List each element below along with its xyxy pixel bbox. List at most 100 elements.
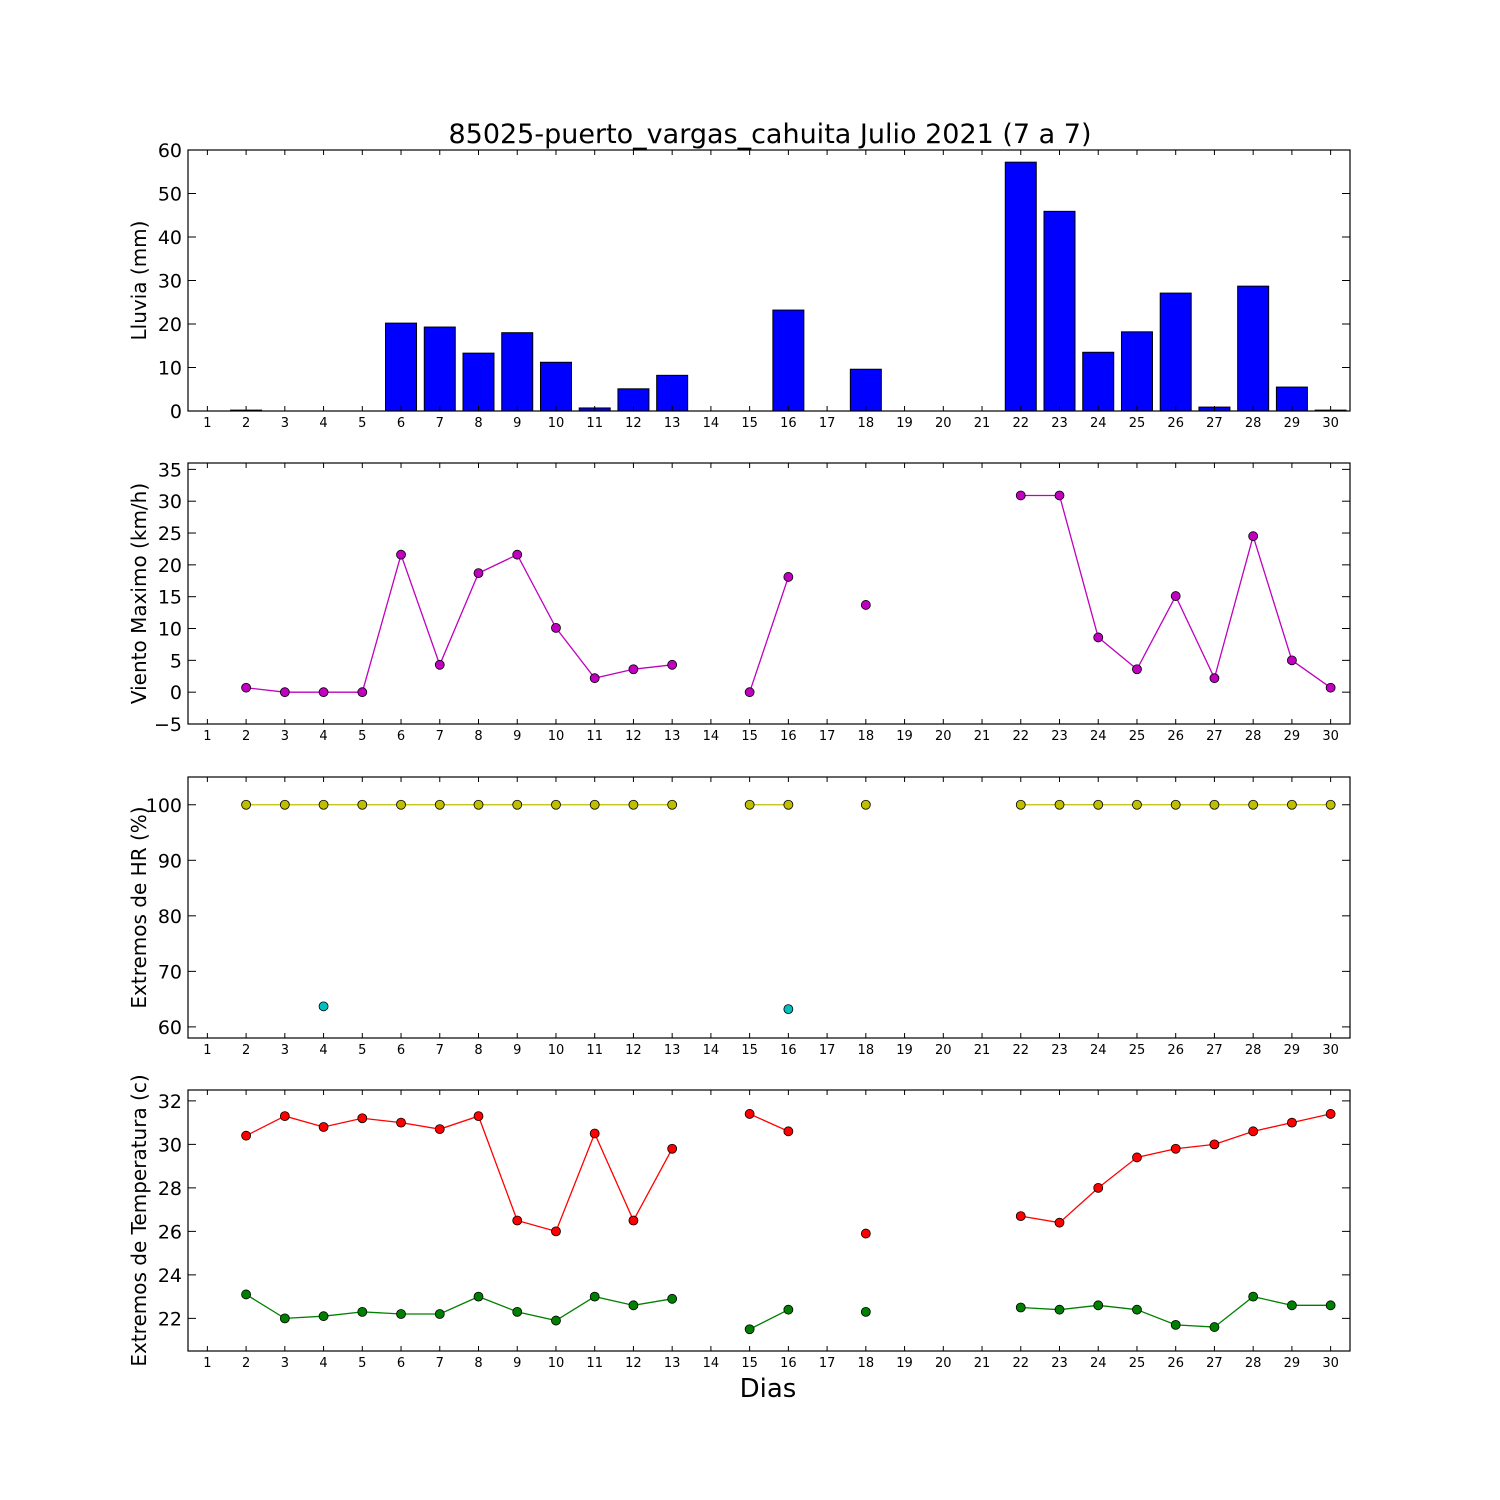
data-point: [1170, 591, 1181, 601]
x-tick-label: 7: [436, 1356, 444, 1371]
data-point: [628, 1215, 639, 1226]
x-tick-label: 25: [1129, 416, 1146, 431]
x-tick-label: 19: [896, 416, 913, 431]
data-point: [1325, 1109, 1336, 1119]
bar: [656, 374, 689, 412]
data-point: [396, 549, 406, 560]
series-line: [749, 576, 789, 693]
x-tick-label: 12: [625, 1043, 642, 1058]
x-tick-label: 12: [625, 416, 642, 431]
data-point: [318, 1001, 329, 1012]
x-tick-label: 17: [819, 729, 836, 744]
data-point: [1248, 799, 1259, 810]
x-tick-label: 15: [741, 729, 758, 744]
chart-title: 85025-puerto_vargas_cahuita Julio 2021 (…: [448, 119, 1091, 150]
x-tick-label: 27: [1206, 729, 1223, 744]
x-tick-label: 17: [819, 416, 836, 431]
x-tick-label: 21: [974, 1356, 991, 1371]
data-point: [241, 1130, 252, 1141]
data-point: [1248, 1291, 1259, 1302]
x-tick-label: 16: [780, 1356, 797, 1371]
x-tick-label: 6: [397, 1356, 405, 1371]
y-tick-label: 26: [158, 1221, 182, 1243]
x-tick-label: 29: [1284, 416, 1301, 431]
axes-frame: [187, 462, 1351, 725]
y-tick-label: 60: [158, 1017, 182, 1039]
x-tick-label: 3: [281, 1043, 289, 1058]
x-tick-label: 8: [474, 416, 482, 431]
panel-3: 1 2 3 4 5 6 7 8 9 10 11 12 13 14 15 16 17 18 19 20 21 22 23 24 2…: [127, 776, 1351, 1058]
data-point: [628, 799, 639, 810]
y-tick-label: 40: [158, 227, 182, 249]
x-tick-label: 2: [242, 416, 250, 431]
x-tick-label: 28: [1245, 1043, 1262, 1058]
x-tick-label: 18: [858, 416, 875, 431]
data-point: [1170, 1320, 1181, 1330]
data-point: [1209, 1139, 1220, 1150]
data-point: [1248, 531, 1259, 542]
x-tick-label: 6: [397, 1043, 405, 1058]
x-tick-label: 20: [935, 416, 952, 431]
data-point: [551, 622, 561, 633]
x-tick-label: 6: [397, 729, 405, 744]
data-point: [744, 799, 755, 810]
data-point: [1054, 1304, 1065, 1315]
x-tick-label: 28: [1245, 416, 1262, 431]
y-axis-label: Extremos de HR (%): [127, 806, 151, 1008]
x-tick-label: 27: [1206, 1356, 1223, 1371]
y-tick-label: 100: [146, 795, 182, 817]
data-point: [1054, 1217, 1065, 1228]
data-point: [1209, 673, 1220, 684]
bar: [1237, 285, 1270, 412]
x-tick-label: 16: [780, 416, 797, 431]
bar: [462, 352, 495, 412]
x-tick-label: 30: [1322, 1356, 1339, 1371]
x-tick-label: 23: [1051, 1043, 1068, 1058]
x-tick-label: 12: [625, 729, 642, 744]
data-point: [628, 1300, 639, 1311]
x-tick-label: 7: [436, 729, 444, 744]
x-tick-label: 4: [319, 416, 327, 431]
data-point: [551, 1315, 561, 1326]
x-tick-label: 5: [358, 1043, 366, 1058]
x-tick-label: 23: [1051, 729, 1068, 744]
x-tick-label: 24: [1090, 416, 1107, 431]
x-tick-label: 1: [203, 729, 211, 744]
data-point: [1015, 799, 1026, 810]
x-tick-label: 2: [242, 1043, 250, 1058]
data-point: [512, 549, 523, 560]
x-tick-label: 17: [819, 1356, 836, 1371]
data-point: [1170, 1143, 1181, 1154]
panel-1: 1 2 3 4 5 6 7 8 9 10 11 12 13 14 15 16 17 18 19 20 21 22 23 24 2…: [127, 140, 1351, 431]
x-tick-label: 9: [513, 729, 521, 744]
data-point: [473, 799, 484, 810]
x-tick-label: 9: [513, 416, 521, 431]
data-point: [357, 1306, 368, 1317]
x-tick-label: 16: [780, 729, 797, 744]
data-point: [1287, 655, 1297, 666]
x-tick-label: 9: [513, 1356, 521, 1371]
x-tick-label: 23: [1051, 1356, 1068, 1371]
bar: [1004, 161, 1037, 412]
data-point: [1248, 1126, 1259, 1137]
x-tick-label: 22: [1012, 729, 1029, 744]
x-tick-label: 11: [586, 416, 603, 431]
bar: [385, 322, 418, 412]
x-tick-label: 25: [1129, 1356, 1146, 1371]
panel-4: 1 2 3 4 5 6 7 8 9 10 11 12 13 14 15 16 17 18 19 20 21 22 23 24 2…: [127, 1074, 1351, 1371]
data-point: [1054, 799, 1065, 810]
x-tick-label: 26: [1167, 1043, 1184, 1058]
data-point: [1015, 1302, 1026, 1313]
y-axis-label: Viento Maximo (km/h): [127, 483, 151, 704]
x-tick-label: 11: [586, 1356, 603, 1371]
x-axis-label: Dias: [740, 1374, 797, 1404]
series-line: [749, 1309, 789, 1330]
data-point: [512, 799, 523, 810]
x-tick-label: 4: [319, 1043, 327, 1058]
series-line: [245, 1293, 673, 1322]
data-point: [667, 1293, 678, 1304]
data-point: [860, 600, 871, 610]
x-tick-label: 24: [1090, 729, 1107, 744]
y-tick-label: 10: [158, 358, 182, 380]
